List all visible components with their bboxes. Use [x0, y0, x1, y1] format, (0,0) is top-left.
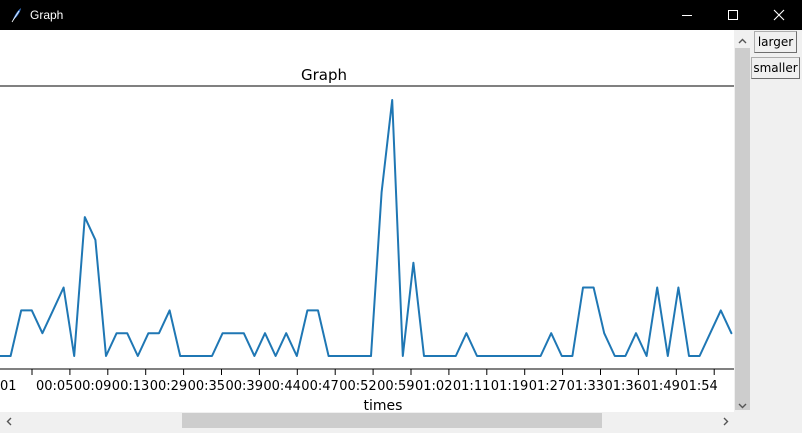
chevron-up-icon — [738, 29, 747, 48]
x-tick-label: 00:59 — [377, 379, 414, 394]
x-tick-label: 01:02 — [415, 379, 452, 394]
x-tick-label: 00:44 — [263, 379, 300, 394]
series-line — [0, 99, 733, 357]
chevron-right-icon — [723, 411, 729, 430]
x-tick-label: 01:54 — [680, 379, 717, 394]
x-tick-label: 00:39 — [226, 379, 263, 394]
close-icon — [773, 9, 785, 21]
larger-button[interactable]: larger — [754, 31, 797, 53]
feather-icon — [9, 7, 23, 23]
vertical-scroll-thumb[interactable] — [735, 48, 750, 410]
minimize-icon — [681, 9, 693, 21]
horizontal-scrollbar[interactable] — [0, 412, 734, 429]
horizontal-scroll-thumb[interactable] — [182, 413, 602, 428]
scroll-left-button[interactable] — [0, 412, 17, 429]
close-button[interactable] — [756, 0, 802, 30]
maximize-button[interactable] — [710, 0, 756, 30]
scroll-right-button[interactable] — [717, 412, 734, 429]
x-tick-label: 01:27 — [529, 379, 566, 394]
chart-title: Graph — [300, 66, 347, 84]
maximize-icon — [727, 9, 739, 21]
x-tick-label: 01 — [0, 379, 17, 394]
minimize-button[interactable] — [664, 0, 710, 30]
scroll-down-button[interactable] — [734, 395, 751, 412]
x-tick-label: 01:11 — [453, 379, 490, 394]
x-tick-label: 01:49 — [642, 379, 679, 394]
x-tick-label: 00:47 — [301, 379, 338, 394]
side-panel-corner — [734, 412, 802, 433]
x-tick-label: 01:36 — [605, 379, 642, 394]
x-axis-label: times — [364, 398, 403, 412]
graph-canvas: 01 00:05 00:09 00:13 00:29 00:35 00:39 00:44 00:… — [0, 30, 734, 412]
x-tick-label: 00:13 — [112, 379, 149, 394]
window-bottom-edge — [0, 429, 734, 433]
window-title: Graph — [30, 8, 64, 22]
chevron-left-icon — [6, 411, 12, 430]
scroll-up-button[interactable] — [734, 30, 751, 47]
chevron-down-icon — [738, 394, 747, 413]
x-tick-label: 00:09 — [74, 379, 111, 394]
title-bar: Graph — [0, 0, 802, 30]
x-tick-label: 00:52 — [339, 379, 376, 394]
line-chart: 01 00:05 00:09 00:13 00:29 00:35 00:39 00:44 00:… — [0, 85, 734, 412]
x-tick-label: 01:19 — [491, 379, 528, 394]
smaller-button[interactable]: smaller — [751, 57, 800, 79]
x-tick-label: 00:35 — [188, 379, 225, 394]
x-tick-label: 00:29 — [150, 379, 187, 394]
vertical-scrollbar[interactable] — [734, 30, 751, 412]
x-tick-label: 01:33 — [567, 379, 604, 394]
x-tick-label: 00:05 — [36, 379, 73, 394]
